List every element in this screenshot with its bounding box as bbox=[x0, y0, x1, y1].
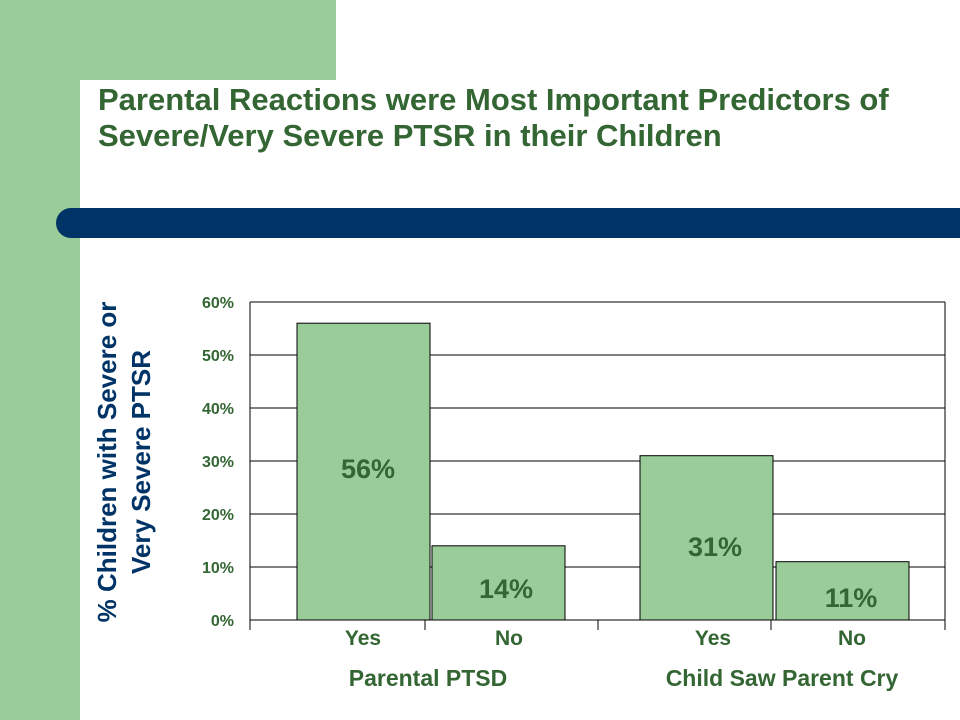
bar-value-label: 31% bbox=[688, 532, 742, 562]
y-tick-label: 20% bbox=[202, 507, 234, 524]
x-category-label: Yes bbox=[345, 627, 381, 650]
y-tick-label: 60% bbox=[202, 295, 234, 312]
bar-value-label: 11% bbox=[825, 583, 878, 613]
y-tick-label: 0% bbox=[211, 613, 234, 630]
y-tick-label: 10% bbox=[202, 560, 234, 577]
x-category-label: No bbox=[495, 627, 523, 650]
x-category-label: No bbox=[838, 627, 866, 650]
bar bbox=[639, 455, 774, 621]
bar bbox=[431, 545, 566, 621]
slide-title: Parental Reactions were Most Important P… bbox=[98, 82, 889, 153]
bar-value-label: 56% bbox=[341, 454, 395, 484]
y-tick-label: 30% bbox=[202, 454, 234, 471]
x-category-label: Yes bbox=[695, 627, 731, 650]
x-group-label: Child Saw Parent Cry bbox=[666, 665, 899, 691]
y-tick-label: 50% bbox=[202, 348, 234, 365]
title-underline-bar bbox=[56, 208, 960, 238]
top-decoration-block bbox=[80, 0, 336, 80]
x-group-label: Parental PTSD bbox=[349, 665, 508, 691]
bar bbox=[296, 322, 431, 621]
y-tick-label: 40% bbox=[202, 401, 234, 418]
bar bbox=[775, 561, 910, 621]
side-decoration-bar bbox=[0, 0, 80, 720]
bar-value-label: 14% bbox=[479, 574, 533, 604]
